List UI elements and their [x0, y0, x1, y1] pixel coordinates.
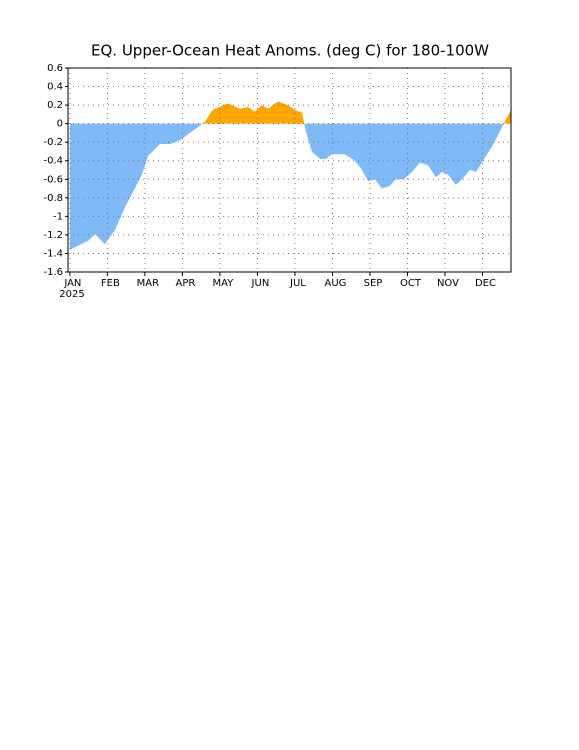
y-tick-label: -0.8: [43, 193, 63, 204]
area-positive: [69, 101, 511, 124]
x-tick-label: DEC: [475, 278, 496, 289]
x-tick-label: APR: [175, 278, 195, 289]
y-tick-label: 0.6: [47, 63, 63, 74]
x-tick-label: OCT: [400, 278, 422, 289]
y-tick-label: -1.6: [43, 267, 63, 278]
x-tick-label: NOV: [437, 278, 459, 289]
y-tick-label: 0.4: [47, 82, 63, 93]
chart-title: EQ. Upper-Ocean Heat Anoms. (deg C) for …: [91, 42, 489, 60]
x-tick-label: JAN: [63, 278, 81, 289]
x-tick-label: JUN: [251, 278, 270, 289]
y-tick-label: -0.4: [43, 156, 63, 167]
y-tick-label: -1.2: [43, 230, 63, 241]
x-tick-label: AUG: [324, 278, 346, 289]
x-tick-label: JUL: [289, 278, 306, 289]
y-tick-label: 0: [57, 119, 63, 130]
y-tick-label: 0.2: [47, 100, 63, 111]
y-tick-label: -1: [53, 211, 63, 222]
year-label: 2025: [59, 289, 84, 300]
x-tick-label: MAY: [213, 278, 235, 289]
area-negative: [69, 123, 504, 250]
x-tick-label: FEB: [101, 278, 120, 289]
x-tick-label: MAR: [137, 278, 159, 289]
x-tick-label: SEP: [364, 278, 383, 289]
y-tick-label: -0.6: [43, 174, 63, 185]
y-tick-label: -0.2: [43, 137, 63, 148]
plot-frame: [67, 67, 512, 273]
y-tick-label: -1.4: [43, 248, 63, 259]
